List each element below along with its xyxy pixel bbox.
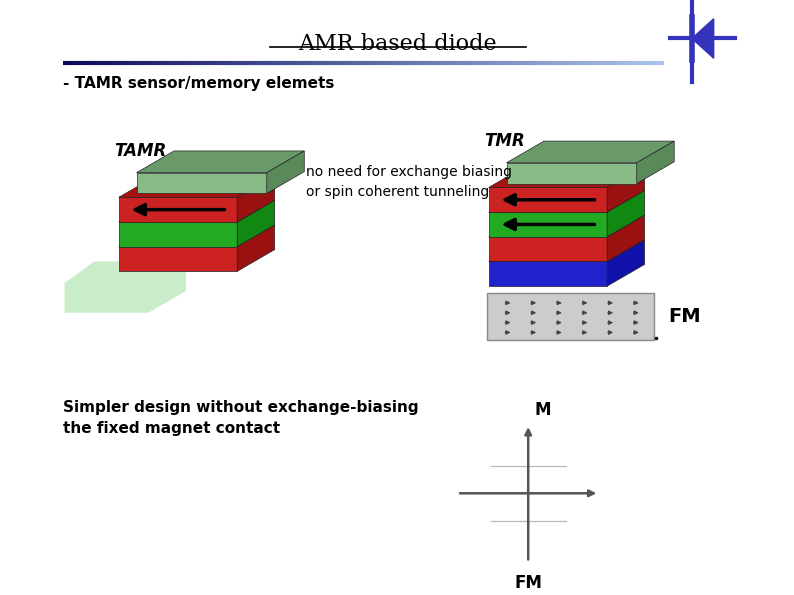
Polygon shape — [237, 225, 275, 271]
Polygon shape — [137, 173, 267, 193]
Polygon shape — [119, 201, 275, 222]
Polygon shape — [507, 163, 637, 183]
Polygon shape — [487, 293, 654, 340]
Polygon shape — [119, 176, 275, 198]
Polygon shape — [607, 190, 645, 237]
Text: Simpler design without exchange-biasing
the fixed magnet contact: Simpler design without exchange-biasing … — [63, 400, 418, 436]
Polygon shape — [119, 247, 237, 271]
Polygon shape — [507, 141, 674, 163]
Polygon shape — [489, 237, 607, 261]
Polygon shape — [489, 240, 645, 261]
Polygon shape — [237, 201, 275, 247]
Text: FM: FM — [515, 574, 542, 592]
Polygon shape — [119, 222, 237, 247]
Polygon shape — [119, 198, 237, 222]
Polygon shape — [489, 215, 645, 237]
Text: M: M — [534, 401, 550, 419]
Polygon shape — [64, 261, 186, 313]
Polygon shape — [489, 187, 607, 212]
Polygon shape — [237, 176, 275, 222]
Polygon shape — [489, 212, 607, 237]
Text: AMR based diode: AMR based diode — [298, 33, 496, 55]
Text: - TAMR sensor/memory elemets: - TAMR sensor/memory elemets — [63, 76, 334, 91]
Polygon shape — [607, 166, 645, 212]
Polygon shape — [637, 141, 674, 183]
Text: no need for exchange biasing
or spin coherent tunneling: no need for exchange biasing or spin coh… — [306, 165, 512, 199]
Polygon shape — [119, 225, 275, 247]
Text: FM: FM — [669, 307, 701, 326]
Text: TMR: TMR — [484, 132, 525, 150]
Polygon shape — [137, 151, 304, 173]
Polygon shape — [489, 261, 607, 286]
Polygon shape — [607, 240, 645, 286]
Polygon shape — [489, 190, 645, 212]
Polygon shape — [267, 151, 304, 193]
Polygon shape — [489, 166, 645, 187]
Polygon shape — [607, 215, 645, 261]
Polygon shape — [692, 19, 714, 58]
Text: TAMR: TAMR — [114, 142, 166, 160]
